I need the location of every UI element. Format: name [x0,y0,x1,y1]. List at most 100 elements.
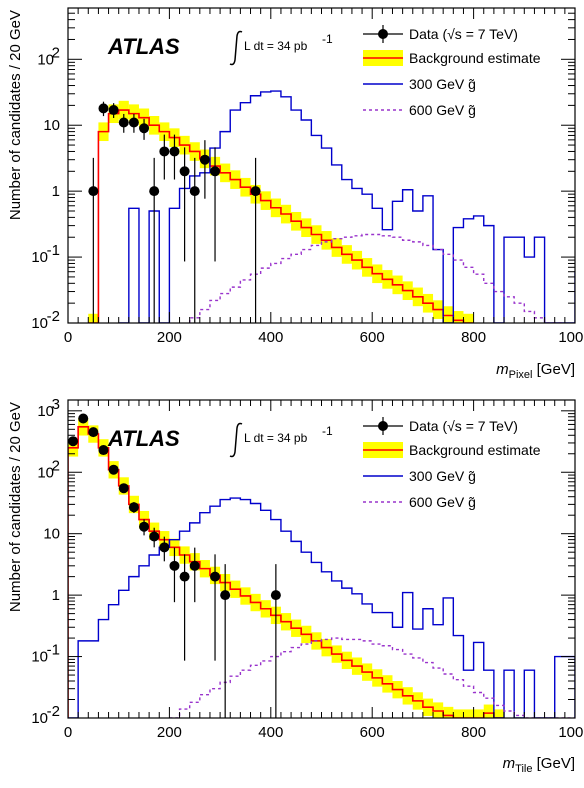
y-tick-exponent: 3 [52,396,60,413]
y-tick-label: 10 [31,710,48,727]
y-tick-label: 10 [31,249,48,266]
y-tick-base: 10 [37,51,54,68]
legend-s300-label: 300 GeV g̃ [409,468,476,484]
data-point [98,445,109,456]
background-estimate-line [88,109,474,323]
data-point [250,186,261,197]
data-point [159,146,170,157]
x-axis-title: mPixel [GeV] [496,361,575,381]
background-band-bin [453,709,464,718]
x-axis-subscript: Tile [515,763,532,775]
integral-sign [229,422,243,458]
legend-data-marker [378,421,388,431]
y-tick-label: 10 [37,403,54,420]
data-point [169,146,180,157]
background-band-bin [443,706,454,718]
x-axis-subscript: Pixel [509,369,533,381]
legend-background-label: Background estimate [409,50,541,66]
legend-data-marker [378,29,388,39]
data-point [179,571,190,582]
data-point [179,166,190,177]
atlas-label: ATLAS [107,426,180,451]
x-tick-label: 400 [258,724,283,741]
y-tick-base: 10 [31,649,48,666]
x-tick-label: 1000 [558,329,584,346]
integral-sign [229,30,243,66]
legend-data-label: Data (√s = 7 TeV) [409,418,518,434]
background-band-bin [463,313,474,323]
y-tick-exponent: 2 [52,457,60,474]
x-tick-label: 800 [461,724,486,741]
x-tick-label: 1000 [558,724,584,741]
signal-300-line [68,497,575,718]
y-tick-exponent: 2 [52,44,60,61]
data-point [118,483,129,494]
background-band-bin [493,709,505,718]
x-axis-title: mTile [GeV] [503,755,575,775]
y-tick-exponent: -1 [47,242,60,259]
data-points [88,101,261,323]
y-tick-label: 10 [31,315,48,332]
data-point [88,427,99,438]
data-point [149,531,160,542]
y-tick-label: 1 [52,587,60,604]
y-axis-title: Number of candidates / 20 GeV [7,10,24,220]
x-tick-label: 400 [258,329,283,346]
x-tick-label: 600 [360,329,385,346]
y-tick-label: 10 [31,649,48,666]
x-tick-label: 200 [157,329,182,346]
luminosity-label: L dt = 34 pb [244,431,308,445]
data-point [159,542,170,553]
data-point [68,436,79,447]
data-point [128,117,139,128]
data-point [270,590,281,601]
atlas-label: ATLAS [107,34,180,59]
data-points [68,413,281,718]
data-point [189,560,200,571]
y-tick-label: 10 [43,117,60,134]
data-point [78,413,89,424]
y-tick-label: 10 [37,464,54,481]
x-axis: 0 200 400 600 800 1000 [64,8,584,346]
luminosity-label: L dt = 34 pb [244,39,308,53]
y-tick-base: 10 [31,315,48,332]
y-tick-base: 10 [37,403,54,420]
data-point [128,502,139,513]
background-band-bin [483,704,494,718]
x-tick-label: 0 [64,329,72,346]
y-tick-label: 10 [37,51,54,68]
data-point [118,117,129,128]
y-tick-exponent: -2 [47,703,60,720]
x-tick-label: 0 [64,724,72,741]
legend-data-label: Data (√s = 7 TeV) [409,26,518,42]
data-point [108,105,119,116]
background-band-bin [463,709,474,718]
data-point [139,123,150,134]
background-estimate-line [68,425,505,718]
y-tick-exponent: -1 [47,642,60,659]
x-axis-unit: [GeV] [532,361,575,378]
x-tick-label: 200 [157,724,182,741]
x-axis-var: m [496,361,509,378]
y-tick-exponent: -2 [47,308,60,325]
legend-s300-label: 300 GeV g̃ [409,76,476,92]
data-point [88,186,99,197]
x-axis-var: m [503,755,516,772]
background-band-bin [453,311,464,323]
luminosity-exponent: -1 [322,32,333,46]
data-point [199,154,210,165]
y-tick-label: 1 [52,183,60,200]
y-tick-label: 10 [43,526,60,543]
data-point [98,103,109,114]
legend: Data (√s = 7 TeV) Background estimate 300 … [363,417,541,510]
plot-area [68,413,575,718]
x-tick-label: 600 [360,724,385,741]
y-tick-base: 10 [31,249,48,266]
y-tick-base: 10 [31,710,48,727]
data-point [149,186,160,197]
luminosity-exponent: -1 [322,424,333,438]
data-point [220,590,231,601]
background-band-bin [443,306,454,323]
